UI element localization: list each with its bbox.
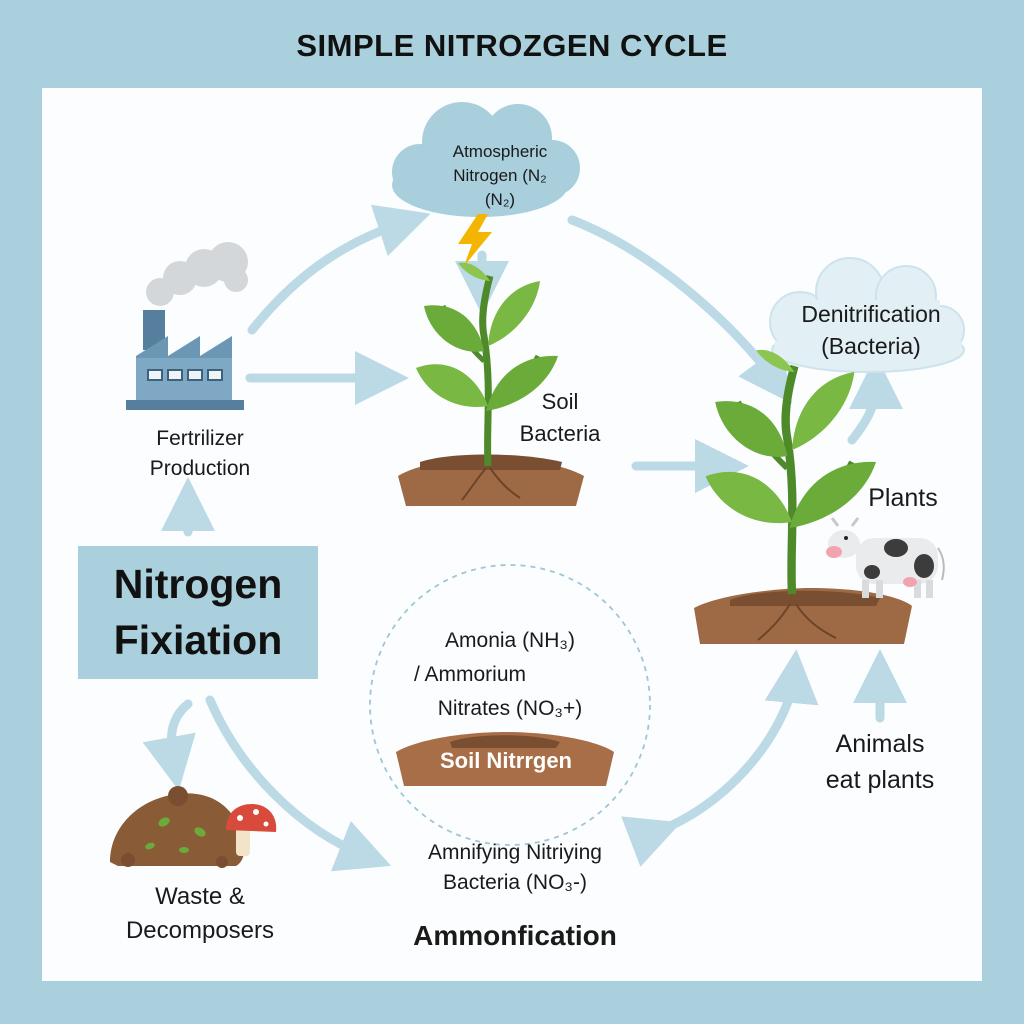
plants-label: Plants	[868, 484, 938, 512]
arrow-fixation-to-ammonification	[205, 695, 392, 872]
soil-nitrogen-compounds-label: Amonia (NH₃) / Ammorium Nitrates (NO₃+)	[414, 629, 583, 720]
atmospheric-nitrogen-label: Atmospheric Nitrogen (N₂ (N₂)	[452, 142, 548, 209]
soil-bacteria-label: Soil Bacteria	[519, 389, 601, 446]
ammonifying-bacteria-label: Amnifying Nitriying Bacteria (NO₃-)	[428, 841, 602, 894]
arrow-fertilizer-to-atmosphere	[247, 204, 431, 335]
cloud-icon	[392, 102, 580, 217]
nitrogen-fixation-box	[78, 546, 318, 679]
nitrogen-fixation-label: Nitrogen Fixiation	[113, 561, 283, 663]
mushroom-icon	[226, 804, 277, 856]
diagram-title: SIMPLE NITROZGEN CYCLE	[296, 28, 728, 63]
denitrification-label: Denitrification (Bacteria)	[801, 301, 941, 359]
arrow-atmosphere-to-plants	[567, 215, 793, 404]
soil-mound	[396, 732, 614, 786]
arrow-plants-to-denitrification	[847, 355, 903, 445]
factory-icon	[126, 242, 248, 410]
soil-nitrogen-mound-label: Soil Nitrrgen	[439, 748, 572, 773]
animals-eat-plants-label: Animals eat plants	[825, 730, 935, 794]
fertilizer-production-label: Fertrilizer Production	[149, 427, 251, 480]
cow-icon	[826, 517, 945, 598]
waste-decomposers-label: Waste & Decomposers	[125, 883, 275, 944]
plant-icon	[694, 350, 912, 644]
ammonification-label: Ammonfication	[413, 920, 617, 951]
soil-nitrogen-circle	[369, 564, 651, 846]
plant-icon	[398, 263, 584, 506]
arrow-plants-ammonifying	[621, 649, 819, 867]
lightning-icon	[458, 214, 492, 266]
compost-icon	[110, 786, 245, 868]
arrow-fixation-to-waste	[142, 699, 196, 791]
